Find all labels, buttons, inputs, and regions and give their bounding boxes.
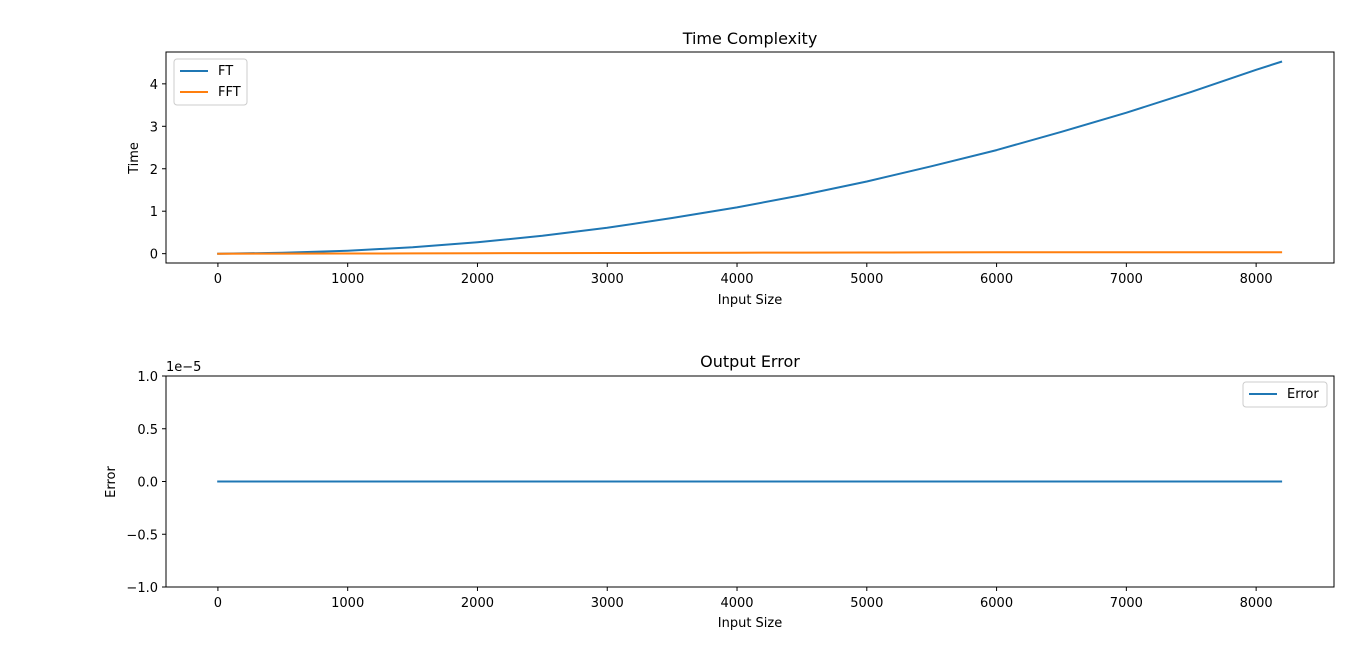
x-ticks: 0 1000 2000 3000 4000 5000 6000 7000 8000 [214, 263, 1273, 287]
y-ticks: 0 1 2 3 4 [150, 78, 166, 263]
y-tick-label: 0 [150, 248, 158, 263]
y-tick-label: 4 [150, 78, 158, 93]
x-tick-label: 4000 [720, 272, 753, 287]
x-tick-label: 6000 [980, 596, 1013, 611]
y-tick-label: 1.0 [137, 370, 158, 385]
axes-frame [165, 51, 1335, 264]
y-tick-label: 0.0 [137, 476, 158, 491]
y-ticks: −1.0 −0.5 0.0 0.5 1.0 [126, 370, 166, 596]
x-tick-label: 6000 [980, 272, 1013, 287]
y-tick-label: 0.5 [137, 423, 158, 438]
x-axis-label: Input Size [718, 293, 782, 308]
x-tick-label: 1000 [331, 596, 364, 611]
legend-label-ft: FT [218, 64, 233, 79]
y-tick-label: −0.5 [126, 528, 158, 543]
y-tick-label: 2 [150, 163, 158, 178]
legend: Error [1242, 381, 1328, 408]
plot-area [217, 60, 1283, 255]
y-tick-label: 3 [150, 120, 158, 135]
x-tick-label: 0 [214, 596, 222, 611]
y-axis-label: Time [127, 142, 142, 175]
x-tick-label: 3000 [591, 596, 624, 611]
legend: FT FFT [173, 58, 248, 106]
x-tick-label: 8000 [1240, 596, 1273, 611]
y-axis-label: Error [104, 466, 119, 498]
x-tick-label: 2000 [461, 272, 494, 287]
x-ticks: 0 1000 2000 3000 4000 5000 6000 7000 8000 [214, 587, 1273, 611]
legend-label-error: Error [1287, 387, 1319, 402]
y-tick-label: 1 [150, 205, 158, 220]
x-tick-label: 5000 [850, 272, 883, 287]
chart-title: Time Complexity [682, 29, 818, 48]
x-tick-label: 7000 [1110, 596, 1143, 611]
x-tick-label: 7000 [1110, 272, 1143, 287]
series-line-ft [217, 60, 1283, 255]
x-tick-label: 5000 [850, 596, 883, 611]
x-tick-label: 8000 [1240, 272, 1273, 287]
x-tick-label: 0 [214, 272, 222, 287]
chart-output-error: Output Error Input Size Error 1e−5 0 1000… [104, 352, 1335, 631]
x-tick-label: 3000 [591, 272, 624, 287]
y-tick-label: −1.0 [126, 581, 158, 596]
y-scale-offset: 1e−5 [166, 360, 201, 375]
legend-box [1242, 381, 1328, 408]
legend-label-fft: FFT [218, 85, 241, 100]
series-line-fft [217, 251, 1283, 255]
x-tick-label: 1000 [331, 272, 364, 287]
x-tick-label: 4000 [720, 596, 753, 611]
x-tick-label: 2000 [461, 596, 494, 611]
x-axis-label: Input Size [718, 616, 782, 631]
chart-time-complexity: Time Complexity Input Size Time 0 1000 200… [127, 29, 1335, 308]
chart-title: Output Error [700, 352, 800, 371]
